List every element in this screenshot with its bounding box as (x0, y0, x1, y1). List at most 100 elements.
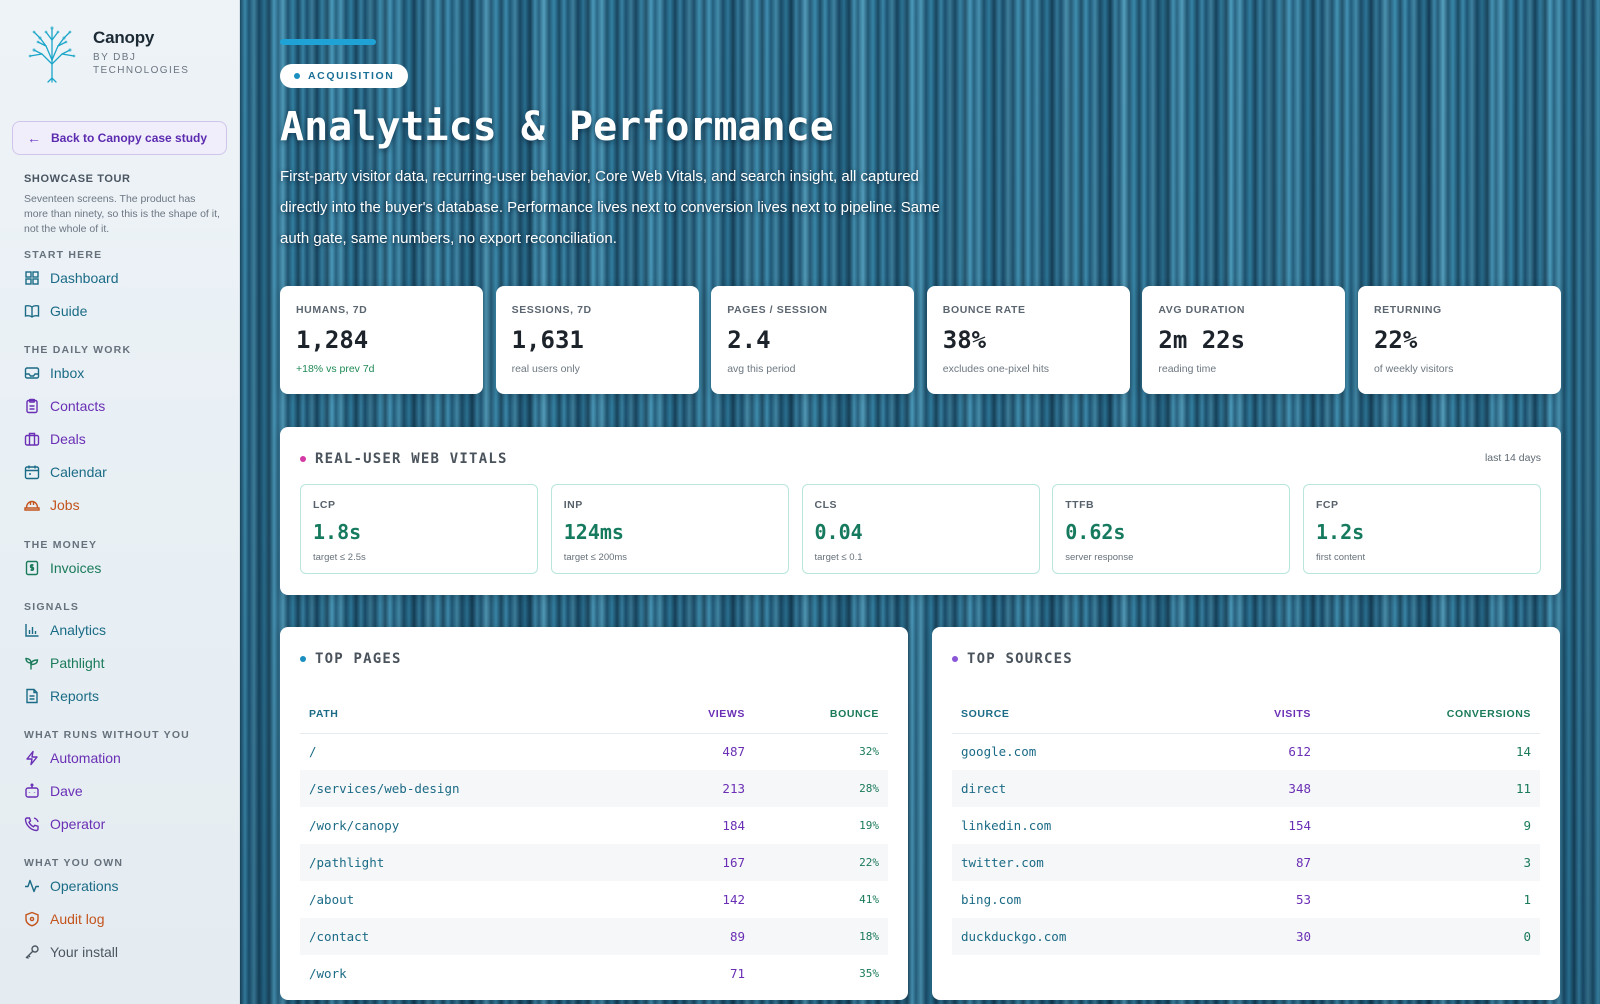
stat-value: 1,631 (511, 326, 584, 354)
vital-label: TTFB (1065, 499, 1095, 511)
table-row[interactable]: /work/canopy 184 19% (300, 807, 888, 844)
sidebar-item-reports[interactable]: Reports (24, 684, 99, 708)
table-row[interactable]: direct 348 11 (952, 770, 1540, 807)
top-sources-dot-icon (952, 656, 958, 662)
stat-subtext: avg this period (727, 363, 796, 375)
cell-path: /pathlight (300, 844, 634, 881)
sidebar-item-label: Pathlight (50, 655, 105, 671)
inbox-icon (24, 367, 40, 379)
hard-hat-icon (24, 500, 40, 511)
sidebar-item-audit-log[interactable]: Audit log (24, 907, 104, 931)
table-row[interactable]: /work 71 35% (300, 955, 888, 992)
column-header-path[interactable]: PATH (300, 695, 634, 734)
table-row[interactable]: linkedin.com 154 9 (952, 807, 1540, 844)
sidebar-item-jobs[interactable]: Jobs (24, 493, 80, 517)
phone-icon (24, 817, 39, 832)
cell-bounce: 18% (754, 918, 888, 955)
cell-path: /work (309, 966, 347, 981)
card-title: TOP PAGES (315, 651, 402, 667)
cell-bounce: 28% (754, 770, 888, 807)
sidebar-item-pathlight[interactable]: Pathlight (24, 651, 104, 675)
sidebar-item-label: Audit log (50, 911, 105, 927)
table-row[interactable]: bing.com 53 1 (952, 881, 1540, 918)
invoice-icon (25, 560, 39, 576)
main-content: ACQUISITION Analytics & Performance Firs… (240, 0, 1600, 1004)
brand[interactable]: Canopy BY DBJ TECHNOLOGIES (20, 20, 193, 84)
cell-views: 142 (722, 892, 745, 907)
sidebar-item-operator[interactable]: Operator (24, 812, 105, 836)
stat-subtext: excludes one-pixel hits (942, 363, 1050, 375)
cell-bounce: 35% (859, 967, 879, 980)
cell-source: google.com (961, 744, 1037, 760)
table-row[interactable]: /pathlight 167 22% (300, 844, 888, 881)
stat-card-avg-duration: AVG DURATION 2m 22s reading time (1142, 286, 1346, 394)
table-row[interactable]: /contact 89 18% (300, 918, 888, 955)
table-row[interactable]: duckduckgo.com 30 0 (952, 918, 1540, 955)
column-header-source[interactable]: SOURCE (952, 695, 1200, 734)
sidebar-item-operations[interactable]: Operations (24, 874, 118, 898)
sidebar-item-label: Dave (50, 783, 83, 799)
cell-path: / (309, 744, 317, 760)
activity-icon (25, 879, 39, 893)
cell-visits: 87 (1200, 844, 1320, 881)
sidebar-item-contacts[interactable]: Contacts (24, 394, 105, 418)
column-header-visits[interactable]: VISITS (1200, 695, 1320, 734)
table-row[interactable]: / 487 32% (300, 733, 888, 770)
sidebar-item-automation[interactable]: Automation (24, 746, 121, 770)
stat-subtext: +18% vs prev 7d (296, 363, 375, 375)
cell-source: direct (952, 770, 1200, 807)
back-to-case-study-button[interactable]: ← Back to Canopy case study (12, 121, 227, 155)
stat-label: BOUNCE RATE (942, 304, 1026, 316)
tour-description: Seventeen screens. The product has more … (24, 193, 220, 235)
sidebar-item-label: Dashboard (50, 270, 119, 286)
vitals-period: last 14 days (1484, 452, 1541, 464)
cell-views: 184 (722, 818, 745, 833)
sidebar-item-analytics[interactable]: Analytics (24, 618, 106, 642)
cell-bounce: 32% (859, 745, 879, 759)
top-pages-table: PATH VIEWS BOUNCE / 487 32% /services/we… (300, 695, 888, 992)
sidebar-item-dashboard[interactable]: Dashboard (24, 266, 119, 290)
sidebar-item-deals[interactable]: Deals (24, 427, 86, 451)
stat-label: SESSIONS, 7D (511, 304, 592, 316)
table-row[interactable]: /services/web-design 213 28% (300, 770, 888, 807)
sidebar-item-label: Reports (50, 688, 100, 704)
sidebar-item-your-install[interactable]: Your install (24, 940, 118, 964)
vital-value: 1.8s (313, 520, 362, 544)
vital-value: 1.2s (1316, 520, 1365, 544)
column-header-views[interactable]: VIEWS (634, 695, 754, 734)
vital-value: 0.62s (1065, 520, 1126, 544)
sidebar: Canopy BY DBJ TECHNOLOGIES ← Back to Can… (0, 0, 240, 1004)
cell-conversions: 1 (1523, 892, 1531, 907)
table-header-row: PATH VIEWS BOUNCE (300, 695, 888, 734)
cell-bounce: 22% (754, 844, 888, 881)
stat-value: 1,284 (296, 326, 369, 354)
stat-card-returning: RETURNING 22% of weekly visitors (1357, 286, 1561, 394)
stat-value: 2m 22s (1158, 326, 1246, 354)
cell-conversions: 11 (1320, 770, 1540, 807)
column-header-conversions[interactable]: CONVERSIONS (1320, 695, 1540, 734)
column-header-bounce[interactable]: BOUNCE (754, 695, 888, 734)
vital-card-fcp: FCP 1.2s first content (1303, 484, 1541, 574)
card-title: REAL-USER WEB VITALS (315, 451, 508, 467)
sidebar-item-inbox[interactable]: Inbox (24, 361, 84, 385)
brand-name: Canopy (93, 28, 155, 47)
cell-source: bing.com (961, 892, 1022, 907)
sidebar-item-label: Jobs (50, 497, 80, 513)
sidebar-item-dave[interactable]: Dave (24, 779, 83, 803)
table-row[interactable]: google.com 612 14 (952, 733, 1540, 770)
table-row[interactable]: twitter.com 87 3 (952, 844, 1540, 881)
vitals-row: LCP 1.8s target ≤ 2.5s INP 124ms target … (300, 484, 1541, 574)
stat-label: AVG DURATION (1158, 304, 1246, 316)
stat-label: PAGES / SESSION (727, 304, 828, 316)
sidebar-item-invoices[interactable]: Invoices (24, 556, 101, 580)
cell-path: /work/canopy (309, 818, 400, 833)
vital-label: FCP (1316, 499, 1339, 511)
sidebar-item-label: Deals (50, 431, 86, 447)
sidebar-item-calendar[interactable]: Calendar (24, 460, 107, 484)
cell-conversions: 14 (1515, 744, 1531, 760)
sidebar-item-guide[interactable]: Guide (24, 299, 87, 323)
page-description: First-party visitor data, recurring-user… (280, 168, 940, 247)
arrow-left-icon: ← (27, 130, 41, 146)
cell-conversions: 9 (1523, 818, 1531, 833)
table-row[interactable]: /about 142 41% (300, 881, 888, 918)
